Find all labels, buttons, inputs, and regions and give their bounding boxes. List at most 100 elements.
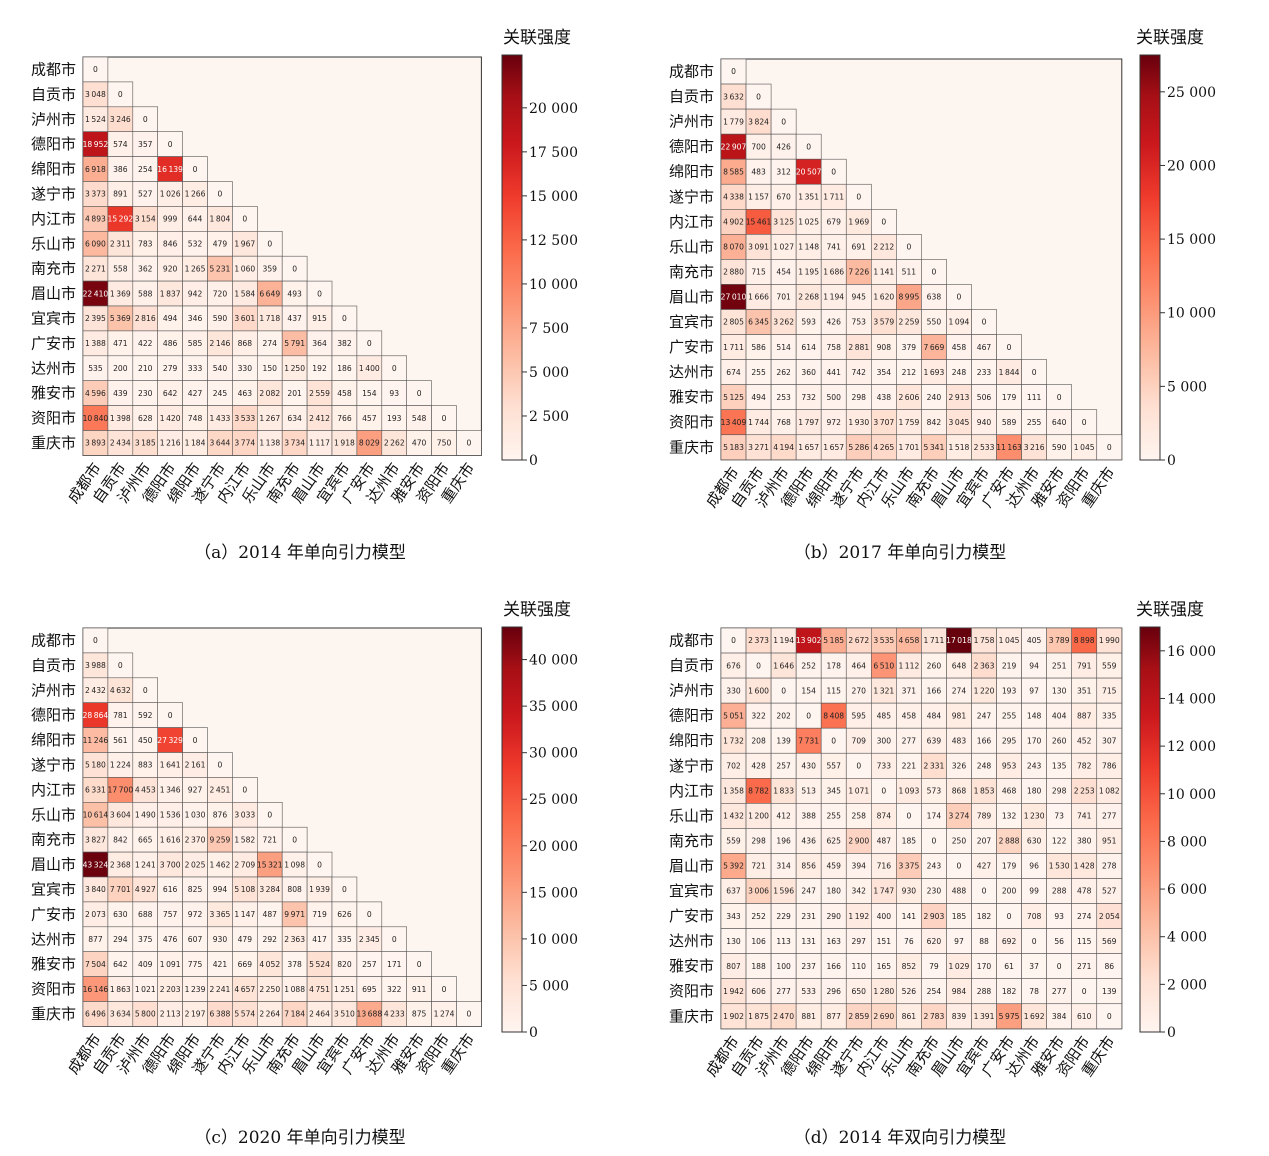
- row-label: 达州市: [669, 932, 714, 950]
- cell-value-label: 200: [1002, 887, 1017, 896]
- heatmap-cell: [82, 951, 109, 977]
- cell-value-label: 186: [337, 364, 352, 373]
- heatmap-cell: [132, 926, 159, 952]
- cell-value-label: 115: [826, 686, 841, 695]
- cell-value-label: 400: [877, 912, 892, 921]
- cell-value-label: 887: [1077, 711, 1092, 720]
- heatmap-cell: [232, 231, 258, 257]
- cell-value-label: 573: [927, 787, 942, 796]
- heatmap-cell: [356, 901, 383, 928]
- heatmap-cell: [770, 384, 797, 410]
- heatmap-cell: [720, 334, 747, 360]
- heatmap-cell: [107, 280, 134, 307]
- heatmap-cell: [896, 384, 922, 410]
- heatmap-cell: [996, 384, 1022, 410]
- cell-value-label: 874: [877, 812, 892, 821]
- cell-value-label: 330: [238, 364, 253, 373]
- row-label: 绵阳市: [31, 731, 76, 749]
- heatmap-cell: [306, 305, 333, 332]
- heatmap-panel-1: 0 3 632 0 1 779 3 824 0 22 907 700 426 0 8 585 483 3…: [669, 28, 1216, 563]
- heatmap-cell: [232, 826, 258, 853]
- colorbar-tick-label: 14 000: [1167, 691, 1216, 707]
- cell-value-label: 8 070: [723, 243, 744, 252]
- cell-value-label: 0: [982, 318, 987, 327]
- cell-value-label: 165: [877, 962, 892, 971]
- heatmap-cell: [745, 409, 772, 436]
- cell-value-label: 5 180: [85, 761, 106, 770]
- cell-value-label: 715: [751, 268, 766, 277]
- cell-value-label: 384: [1052, 1012, 1067, 1021]
- cell-value-label: 1 027: [773, 243, 794, 252]
- cell-value-label: 0: [267, 239, 272, 248]
- cell-value-label: 22 907: [721, 142, 747, 151]
- cell-value-label: 0: [982, 887, 987, 896]
- heatmap-cell: [1096, 727, 1123, 754]
- cell-value-label: 2 805: [723, 318, 744, 327]
- heatmap-cell: [720, 133, 747, 160]
- heatmap-cell: [1046, 434, 1073, 461]
- row-label: 乐山市: [669, 807, 714, 825]
- cell-value-label: 1 797: [798, 418, 819, 427]
- cell-value-label: 97: [954, 937, 964, 946]
- cell-value-label: 3 824: [748, 117, 769, 126]
- cell-value-label: 2 259: [898, 318, 919, 327]
- heatmap-cell: [720, 58, 747, 85]
- cell-value-label: 0: [242, 215, 247, 224]
- cell-value-label: 702: [726, 761, 741, 770]
- heatmap-cell: [870, 284, 897, 310]
- cell-value-label: 2 880: [723, 268, 744, 277]
- cell-value-label: 1 321: [873, 686, 894, 695]
- row-label: 内江市: [31, 210, 76, 228]
- cell-value-label: 881: [801, 1012, 816, 1021]
- cell-value-label: 131: [801, 937, 816, 946]
- cell-value-label: 2 331: [924, 761, 945, 770]
- heatmap-cell: [132, 752, 159, 778]
- cell-value-label: 3 840: [85, 885, 106, 894]
- cell-value-label: 5 574: [234, 1010, 255, 1019]
- cell-value-label: 1 267: [259, 414, 280, 423]
- cell-value-label: 0: [417, 389, 422, 398]
- heatmap-cell: [921, 1003, 947, 1030]
- cell-value-label: 150: [263, 364, 278, 373]
- heatmap-cell: [82, 926, 109, 952]
- heatmap-cell: [232, 901, 258, 928]
- heatmap-cell: [870, 209, 897, 235]
- heatmap-cell: [431, 405, 457, 431]
- cell-value-label: 2 161: [185, 761, 206, 770]
- cell-value-label: 251: [1052, 661, 1067, 670]
- cell-value-label: 4 453: [135, 786, 156, 795]
- colorbar-tick-label: 20 000: [529, 101, 578, 117]
- cell-value-label: 1 241: [135, 860, 156, 869]
- heatmap-cell: [132, 181, 159, 207]
- cell-value-label: 1 157: [748, 192, 769, 201]
- heatmap-cell: [82, 181, 109, 207]
- cell-value-label: 427: [977, 862, 992, 871]
- heatmap-cell: [820, 158, 847, 185]
- heatmap-cell: [356, 380, 383, 406]
- heatmap-cell: [795, 702, 822, 729]
- heatmap-cell: [720, 434, 747, 461]
- cell-value-label: 18 952: [83, 140, 109, 149]
- heatmap-cell: [406, 1001, 432, 1027]
- heatmap-cell: [820, 702, 847, 729]
- heatmap-cell: [820, 752, 847, 779]
- heatmap-cell: [1071, 777, 1098, 804]
- cell-value-label: 1 657: [798, 443, 819, 452]
- cell-value-label: 412: [776, 812, 791, 821]
- cell-value-label: 1 530: [1049, 862, 1070, 871]
- cell-value-label: 589: [1002, 418, 1017, 427]
- cell-value-label: 852: [902, 962, 917, 971]
- heatmap-cell: [281, 851, 308, 878]
- heatmap-cell: [770, 878, 797, 904]
- colorbar: [1139, 54, 1161, 461]
- cell-value-label: 1 194: [773, 636, 794, 645]
- cell-value-label: 3 284: [259, 885, 280, 894]
- heatmap-cell: [745, 727, 772, 754]
- cell-value-label: 748: [188, 414, 203, 423]
- cell-value-label: 193: [1002, 686, 1017, 695]
- heatmap-cell: [256, 430, 283, 456]
- heatmap-cell: [82, 901, 109, 928]
- cell-value-label: 6 345: [748, 318, 769, 327]
- cell-value-label: 0: [781, 686, 786, 695]
- cell-value-label: 2 363: [284, 935, 305, 944]
